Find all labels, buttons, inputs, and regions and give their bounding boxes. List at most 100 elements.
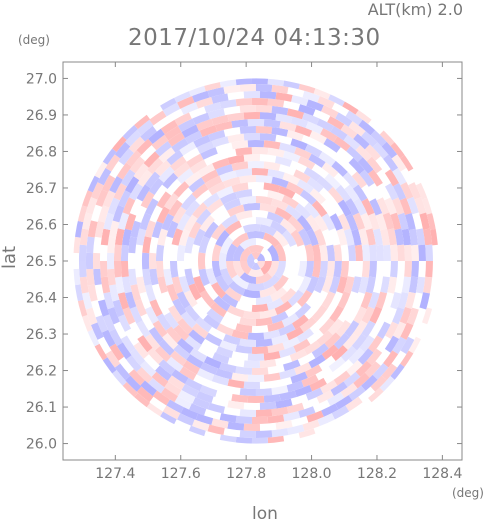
heatmap-cell <box>211 418 229 429</box>
heatmap-cell <box>239 338 256 347</box>
heatmap-cell <box>335 184 352 202</box>
heatmap-cell <box>172 298 187 316</box>
heatmap-cell <box>246 231 266 240</box>
heatmap-cell <box>243 133 261 141</box>
heatmap-cell <box>287 289 304 307</box>
heatmap-cell <box>211 93 229 104</box>
heatmap-cell <box>242 289 261 299</box>
heatmap-cell <box>336 228 348 246</box>
heatmap-cell <box>80 314 93 333</box>
heatmap-cell <box>144 284 157 302</box>
heatmap-cell <box>330 125 348 141</box>
heatmap-cell <box>148 252 157 270</box>
heatmap-cell <box>142 236 152 254</box>
heatmap-cell <box>199 290 215 307</box>
heatmap-cell <box>193 228 206 246</box>
heatmap-cell <box>108 284 120 302</box>
heatmap-cell <box>223 198 241 211</box>
heatmap-cell <box>178 275 191 294</box>
heatmap-cell <box>308 354 326 369</box>
heatmap-cell <box>345 110 363 126</box>
heatmap-cell <box>188 84 206 97</box>
heatmap-cell <box>303 340 321 355</box>
heatmap-cell <box>357 348 374 365</box>
heatmap-cell <box>196 391 214 404</box>
heatmap-cell <box>278 185 296 199</box>
heatmap-cell <box>122 197 136 215</box>
heatmap-cell <box>296 328 314 343</box>
heatmap-cell <box>227 154 245 165</box>
heatmap-cell <box>381 141 398 159</box>
heatmap-cell <box>383 350 399 368</box>
x-axis-title: lon <box>252 504 278 524</box>
heatmap-cell <box>251 303 269 313</box>
heatmap-cell <box>297 156 316 170</box>
heatmap-cell <box>348 347 365 365</box>
heatmap-cell <box>203 356 222 369</box>
heatmap-cell <box>173 89 191 103</box>
heatmap-cell <box>259 133 277 142</box>
heatmap-cell <box>274 207 293 222</box>
heatmap-cell <box>298 406 316 418</box>
heatmap-cell <box>65 261 73 277</box>
heatmap-cell <box>195 413 214 426</box>
heatmap-cell <box>353 133 370 150</box>
heatmap-cell <box>369 198 383 216</box>
heatmap-cell <box>210 302 227 318</box>
heatmap-cell <box>365 276 376 294</box>
heatmap-cell <box>321 344 339 360</box>
heatmap-cell <box>247 395 265 404</box>
heatmap-cell <box>279 78 297 82</box>
heatmap-cell <box>267 342 285 354</box>
heatmap-cell <box>329 305 344 323</box>
heatmap-cell <box>128 136 145 153</box>
heatmap-cell <box>392 183 407 201</box>
heatmap-cell <box>345 198 360 216</box>
y-tick-label: 27.0 <box>26 71 57 87</box>
heatmap-cell <box>213 295 231 312</box>
heatmap-cell <box>304 143 323 158</box>
heatmap-cell <box>176 338 194 354</box>
heatmap-cell <box>397 291 409 310</box>
heatmap-cell <box>97 167 112 186</box>
heatmap-cell <box>203 314 220 330</box>
heatmap-cell <box>255 272 273 284</box>
heatmap-cell <box>231 182 249 193</box>
heatmap-cell <box>255 84 273 92</box>
heatmap-cell <box>93 343 108 362</box>
heatmap-cell <box>337 199 352 217</box>
heatmap-cell <box>231 443 249 444</box>
heatmap-cell <box>196 140 215 154</box>
heatmap-cell <box>243 154 261 162</box>
heatmap-cell <box>282 336 301 350</box>
heatmap-cell <box>415 276 426 294</box>
heatmap-cell <box>330 381 348 397</box>
heatmap-cell <box>376 321 391 340</box>
heatmap-cell <box>320 379 338 394</box>
heatmap-cell <box>231 274 249 290</box>
heatmap-cell <box>117 314 132 332</box>
heatmap-cell <box>351 276 362 294</box>
heatmap-cell <box>368 212 380 231</box>
x-axis-unit: (deg) <box>452 486 484 500</box>
heatmap-cell <box>263 182 281 193</box>
heatmap-cell <box>351 228 362 246</box>
heatmap-cell <box>280 218 297 234</box>
heatmap-cell <box>85 307 98 325</box>
heatmap-cell <box>172 206 187 224</box>
heatmap-cell <box>263 161 281 171</box>
heatmap-cell <box>328 276 341 294</box>
heatmap-cell <box>117 292 130 310</box>
heatmap-cell <box>275 92 293 102</box>
heatmap-cell <box>411 244 419 261</box>
heatmap-cell <box>223 176 241 189</box>
heatmap-cell <box>129 348 146 366</box>
heatmap-cell <box>263 372 281 382</box>
heatmap-cell <box>184 171 202 187</box>
heatmap-cell <box>247 268 264 278</box>
heatmap-cell <box>162 405 181 420</box>
heatmap-cell <box>271 105 289 116</box>
heatmap-cell <box>169 261 179 278</box>
heatmap-cell <box>340 382 358 398</box>
heatmap-cell <box>211 374 230 386</box>
